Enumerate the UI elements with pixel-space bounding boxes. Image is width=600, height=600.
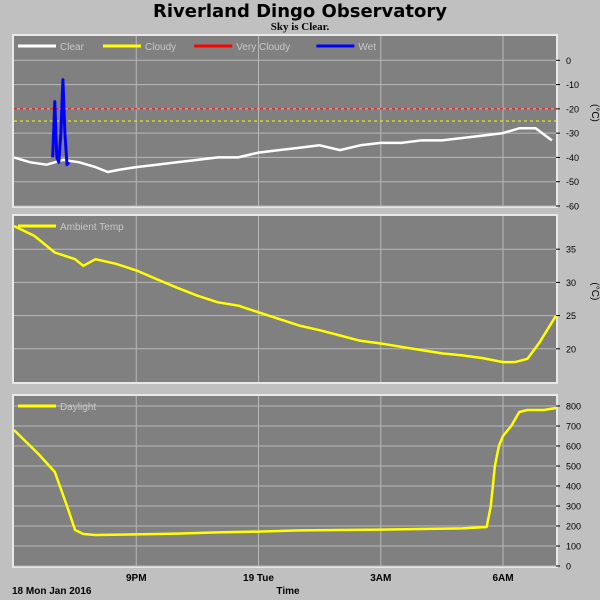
- series-line: [13, 127, 553, 174]
- y-tick-label: 35: [566, 245, 576, 255]
- series-line: [13, 224, 558, 364]
- time-axis-label: Time: [276, 586, 300, 597]
- y-tick-label: -50: [566, 177, 579, 187]
- y-tick-label: 700: [566, 422, 581, 432]
- y-tick-label: 20: [566, 344, 576, 354]
- y-tick-label: 300: [566, 502, 581, 512]
- y-tick-label: -20: [566, 104, 579, 114]
- x-tick-label: 19 Tue: [243, 573, 274, 584]
- y-tick-label: -30: [566, 129, 579, 139]
- legend-label: Very Cloudy: [236, 42, 290, 53]
- legend-label: Wet: [358, 42, 376, 53]
- date-label: 18 Mon Jan 2016: [12, 586, 92, 597]
- y-tick-label: 600: [566, 442, 581, 452]
- y-tick-label: -10: [566, 80, 579, 90]
- legend-label: Cloudy: [145, 42, 176, 53]
- legend-label: Daylight: [60, 402, 96, 413]
- x-tick-label: 3AM: [370, 573, 391, 584]
- y-unit-label: (°C): [589, 104, 600, 122]
- chart-title: Riverland Dingo Observatory: [152, 1, 448, 22]
- y-tick-label: 25: [566, 311, 576, 321]
- x-tick-label: 9PM: [126, 573, 147, 584]
- y-tick-label: 800: [566, 402, 581, 412]
- y-tick-label: 400: [566, 482, 581, 492]
- chart-subtitle: Sky is Clear.: [270, 21, 330, 33]
- y-tick-label: 0: [566, 562, 571, 572]
- y-tick-label: 0: [566, 56, 571, 66]
- plot-area: [14, 396, 556, 566]
- legend-label: Ambient Temp: [60, 222, 124, 233]
- y-tick-label: 100: [566, 542, 581, 552]
- x-tick-label: 6AM: [492, 573, 513, 584]
- legend-label: Clear: [60, 42, 85, 53]
- y-tick-label: 200: [566, 522, 581, 532]
- plot-area: [14, 216, 556, 382]
- series-line: [51, 78, 71, 167]
- y-tick-label: 30: [566, 278, 576, 288]
- y-tick-label: 500: [566, 462, 581, 472]
- y-tick-label: -40: [566, 153, 579, 163]
- y-unit-label: (°C): [589, 282, 600, 300]
- series-line: [13, 406, 557, 537]
- y-tick-label: -60: [566, 202, 579, 212]
